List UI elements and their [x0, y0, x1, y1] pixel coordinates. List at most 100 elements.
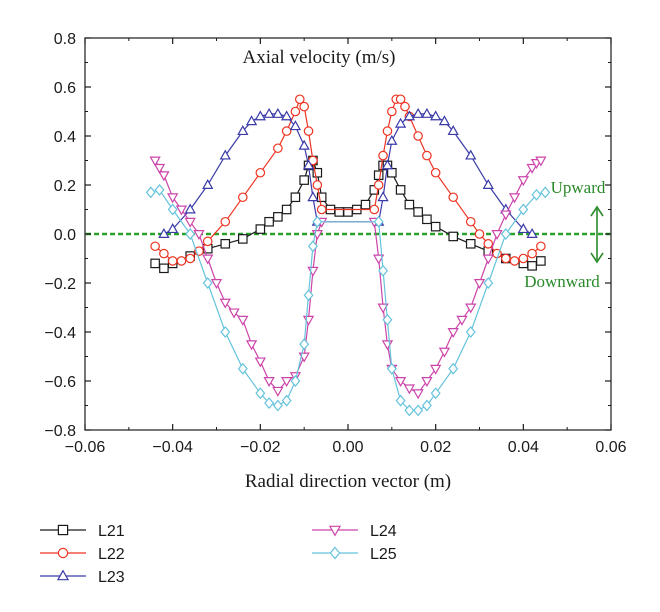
data-point-l24: [447, 328, 459, 339]
data-point-l24: [219, 298, 231, 309]
data-point-l22: [373, 180, 384, 190]
data-point-l22: [185, 253, 195, 264]
data-point-l21: [422, 214, 432, 225]
data-point-l21: [373, 170, 384, 180]
data-point-l24: [421, 377, 433, 388]
data-point-l21: [413, 207, 423, 217]
data-point-l23: [394, 117, 407, 128]
x-tick-label: 0.06: [595, 439, 626, 456]
data-point-l22: [474, 229, 485, 239]
data-point-l22: [255, 167, 266, 178]
data-point-l21: [316, 192, 327, 203]
data-point-l23: [184, 203, 196, 214]
ticks-layer: −0.06 −0.04 −0.02 0.00 0.02 0.04 0.06 −0.8 −0.6 −…: [44, 31, 626, 456]
data-point-l23: [302, 159, 315, 170]
data-point-l24: [175, 205, 188, 216]
data-point-l21: [159, 263, 169, 274]
data-point-l21: [404, 199, 415, 210]
data-point-l23: [245, 115, 258, 126]
plot-area: [84, 37, 612, 431]
series-l22: [150, 94, 546, 266]
series-l23: [158, 107, 538, 238]
data-point-l24: [517, 176, 529, 187]
data-point-l25: [185, 228, 196, 240]
series-l25: [145, 183, 551, 417]
y-tick-label: 0.0: [54, 227, 76, 244]
data-point-l25: [220, 326, 231, 338]
data-point-l24: [438, 347, 451, 358]
data-point-l22: [500, 253, 511, 264]
data-point-l22: [202, 236, 213, 247]
data-point-l23: [438, 115, 451, 126]
data-point-l24: [202, 254, 214, 265]
data-point-l24: [526, 163, 538, 174]
data-point-l22: [465, 216, 476, 227]
legend-marker: [57, 547, 69, 559]
data-point-l21: [299, 175, 309, 185]
data-point-l24: [254, 357, 266, 368]
data-point-l21: [395, 185, 406, 195]
y-tick-label: −0.6: [44, 374, 76, 391]
data-point-l24: [508, 193, 521, 204]
data-point-l25: [312, 215, 323, 228]
data-point-l22: [238, 192, 248, 203]
data-point-l21: [312, 167, 323, 178]
legend-label: L25: [370, 546, 397, 563]
data-point-l24: [184, 217, 196, 228]
data-point-l23: [307, 191, 319, 202]
data-point-l25: [518, 203, 529, 216]
data-point-l24: [403, 384, 416, 395]
data-point-l25: [430, 387, 441, 400]
data-point-l23: [237, 125, 249, 136]
legend-item-l22: L22: [40, 546, 125, 563]
data-point-l25: [540, 186, 551, 199]
data-point-l24: [302, 315, 315, 326]
data-point-l25: [281, 394, 292, 407]
data-point-l23: [517, 223, 529, 234]
legend-marker: [329, 546, 341, 560]
data-point-l22: [509, 256, 520, 266]
data-point-l23: [421, 107, 433, 118]
data-point-l23: [158, 227, 170, 238]
data-point-l23: [403, 110, 416, 121]
series-line-l24: [154, 159, 542, 395]
data-point-l22: [159, 248, 169, 259]
data-point-l25: [264, 397, 275, 410]
data-point-l24: [158, 171, 170, 182]
data-point-l24: [500, 210, 512, 221]
data-point-l25: [299, 338, 310, 351]
y-tick-label: 0.4: [54, 129, 76, 146]
y-tick-label: −0.2: [44, 276, 76, 293]
data-point-l23: [482, 178, 494, 189]
legend-item-l24: L24: [312, 523, 397, 540]
legend-item-l25: L25: [312, 546, 397, 563]
data-point-l24: [237, 315, 249, 326]
y-tick-label: 0.2: [54, 178, 76, 195]
down-arrow-head: [590, 252, 604, 264]
data-point-l23: [254, 110, 266, 121]
data-point-l22: [150, 241, 160, 252]
series-layer: [145, 94, 551, 417]
data-point-l24: [149, 156, 161, 167]
data-point-l25: [483, 277, 494, 289]
data-point-l25: [386, 362, 397, 375]
data-point-l24: [153, 163, 166, 174]
data-point-l22: [387, 106, 397, 117]
data-point-l24: [228, 308, 240, 319]
series-l24: [149, 156, 547, 400]
data-point-l21: [360, 199, 371, 210]
data-point-l22: [303, 126, 314, 136]
data-point-l25: [154, 183, 165, 196]
x-tick-label: −0.02: [240, 439, 281, 456]
data-point-l25: [421, 399, 432, 412]
direction-annotation: Upward Downward: [524, 178, 606, 291]
legend-marker: [56, 569, 70, 581]
data-point-l22: [273, 143, 283, 154]
legend-label: L21: [98, 523, 125, 540]
data-point-l24: [535, 156, 547, 167]
data-point-l22: [294, 94, 305, 105]
data-point-l24: [167, 193, 179, 204]
upward-label: Upward: [551, 178, 606, 197]
data-point-l21: [220, 239, 231, 249]
